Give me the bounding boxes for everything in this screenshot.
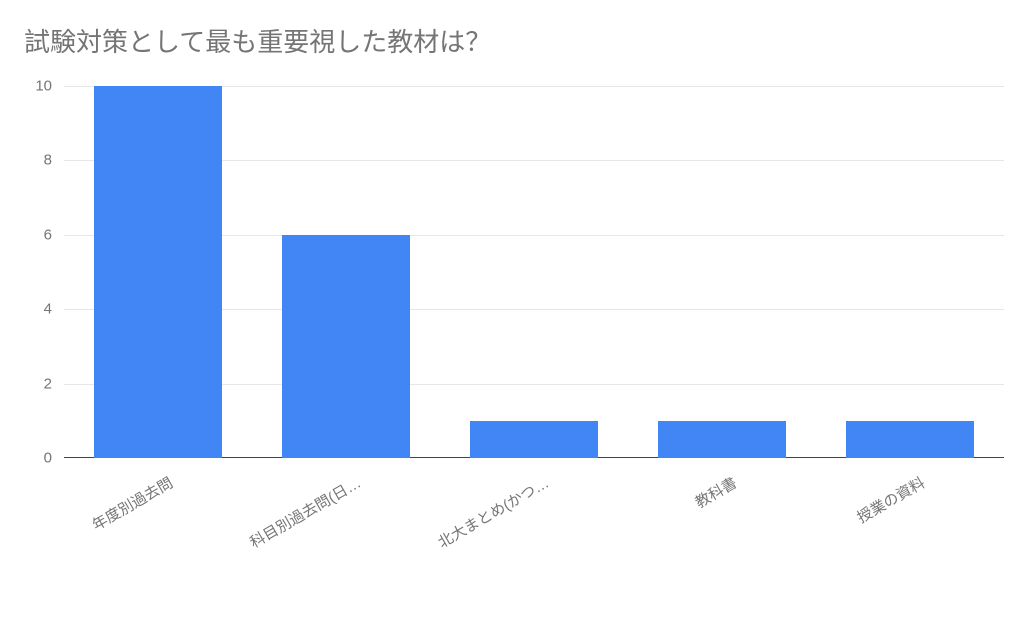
chart-container: 試験対策として最も重要視した教材は？ 0246810年度別過去問科目別過去問(日… xyxy=(0,0,1024,633)
y-axis-tick-label: 6 xyxy=(44,226,64,243)
x-axis-tick-label: 授業の資料 xyxy=(737,458,929,590)
chart-title: 試験対策として最も重要視した教材は？ xyxy=(24,22,491,59)
x-axis-tick-label: 科目別過去問(日… xyxy=(173,458,365,590)
bar xyxy=(846,421,974,458)
bar xyxy=(282,235,410,458)
y-axis-tick-label: 8 xyxy=(44,152,64,169)
y-axis-tick-label: 0 xyxy=(44,450,64,467)
x-axis-tick-label: 年度別過去問 xyxy=(0,458,177,590)
y-axis-tick-label: 10 xyxy=(35,78,64,95)
bar xyxy=(94,86,222,458)
plot-area: 0246810年度別過去問科目別過去問(日…北大まとめ(かつ…教科書授業の資料 xyxy=(64,86,1004,458)
x-axis-tick-label: 教科書 xyxy=(549,458,741,590)
bar xyxy=(658,421,786,458)
bar xyxy=(470,421,598,458)
x-axis-tick-label: 北大まとめ(かつ… xyxy=(361,458,553,590)
y-axis-tick-label: 4 xyxy=(44,301,64,318)
y-axis-tick-label: 2 xyxy=(44,375,64,392)
